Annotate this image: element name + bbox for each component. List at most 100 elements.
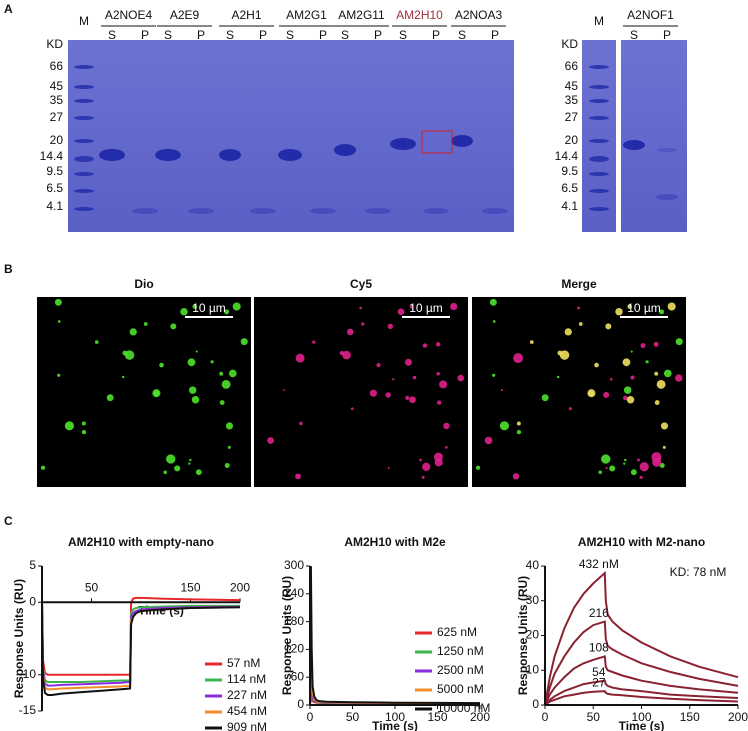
particle — [663, 369, 672, 378]
particle — [299, 421, 303, 426]
particle — [587, 389, 596, 398]
particle — [601, 454, 611, 464]
gel-band — [74, 156, 94, 162]
weight-label: 66 — [565, 59, 579, 73]
particle — [57, 373, 61, 377]
particle — [656, 379, 666, 389]
unit-label: KD — [561, 37, 578, 51]
particle — [659, 463, 665, 468]
panel-label: C — [4, 514, 13, 528]
legend-label: 227 nM — [227, 688, 267, 702]
weight-label: 4.1 — [561, 199, 578, 213]
particle — [556, 375, 560, 379]
particle — [295, 353, 305, 363]
particle — [166, 454, 176, 464]
particle — [195, 469, 202, 476]
legend-label: 5000 nM — [437, 682, 484, 696]
chart-title: AM2H10 with M2-nano — [578, 535, 705, 549]
y-tick-label: 180 — [284, 614, 304, 628]
particle — [392, 378, 395, 381]
particle — [577, 306, 581, 310]
y-tick-label: -15 — [19, 703, 37, 717]
y-tick-label: 0 — [29, 594, 36, 608]
lane-name: AM2G11 — [338, 8, 385, 22]
lane-name: A2NOE4 — [105, 8, 153, 22]
particle — [421, 475, 425, 479]
gel-band — [589, 116, 609, 120]
particle — [603, 391, 610, 398]
gel-band — [589, 156, 609, 162]
particle — [94, 340, 99, 344]
particle — [645, 360, 649, 364]
x-tick-label: 100 — [631, 710, 651, 724]
legend-label: 10000 nM — [437, 701, 490, 715]
particle — [397, 308, 405, 316]
particle — [221, 379, 231, 389]
x-tick-label: 0 — [307, 710, 314, 724]
particle — [188, 462, 191, 465]
y-tick-label: 5 — [29, 558, 36, 572]
particle — [188, 386, 197, 394]
particle — [615, 307, 623, 316]
particle — [660, 422, 669, 430]
gel-band — [74, 189, 94, 193]
x-tick-label: 100 — [385, 710, 405, 724]
particle — [516, 421, 521, 426]
chart-title: AM2H10 with M2e — [344, 535, 446, 549]
particle — [439, 380, 448, 389]
x-tick-label: 50 — [85, 580, 99, 594]
particle — [653, 341, 659, 347]
fraction-label: P — [197, 28, 205, 42]
particle — [639, 462, 649, 472]
particle — [376, 363, 381, 368]
particle — [436, 371, 440, 376]
particle — [228, 369, 237, 378]
particle — [295, 473, 301, 480]
fraction-label: P — [374, 28, 382, 42]
gel-band — [74, 99, 94, 103]
y-tick-label: 300 — [284, 558, 304, 572]
gel-band — [423, 208, 449, 214]
y-tick-label: 60 — [291, 669, 305, 683]
fraction-label: P — [432, 28, 440, 42]
particle — [443, 422, 450, 430]
particle — [210, 360, 214, 364]
particle — [283, 389, 285, 391]
particle — [630, 375, 635, 380]
chart-title: AM2H10 with empty-nano — [68, 535, 214, 549]
y-axis-label: Response Units (RU) — [280, 576, 294, 695]
particle — [422, 343, 428, 348]
particle — [630, 469, 637, 476]
gel-band — [365, 208, 391, 214]
particle — [143, 322, 148, 326]
x-tick-label: 200 — [230, 580, 250, 594]
image-title: Cy5 — [350, 277, 372, 291]
particle — [529, 340, 534, 344]
gel-band — [589, 65, 609, 69]
particle — [339, 350, 345, 356]
particle — [152, 389, 161, 398]
particle — [433, 452, 443, 462]
gel-band — [390, 138, 416, 150]
particle — [500, 389, 503, 392]
image-title: Dio — [134, 277, 153, 291]
particle — [609, 465, 616, 472]
lane-name: A2NOA3 — [455, 8, 503, 22]
particle — [492, 320, 496, 323]
gel — [68, 40, 514, 232]
particle — [81, 429, 87, 435]
y-axis-label: Response Units (RU) — [12, 579, 26, 698]
particle — [499, 421, 509, 431]
gel-band — [656, 194, 678, 200]
gel-band — [250, 208, 276, 214]
particle — [387, 323, 394, 330]
particle — [654, 371, 659, 376]
fraction-label: S — [341, 28, 349, 42]
panel-label: B — [4, 262, 13, 276]
x-tick-label: 150 — [427, 710, 447, 724]
gel-band — [623, 140, 645, 150]
particle — [195, 350, 198, 353]
series-line — [309, 565, 481, 706]
particle — [594, 362, 599, 368]
particle — [174, 465, 181, 472]
